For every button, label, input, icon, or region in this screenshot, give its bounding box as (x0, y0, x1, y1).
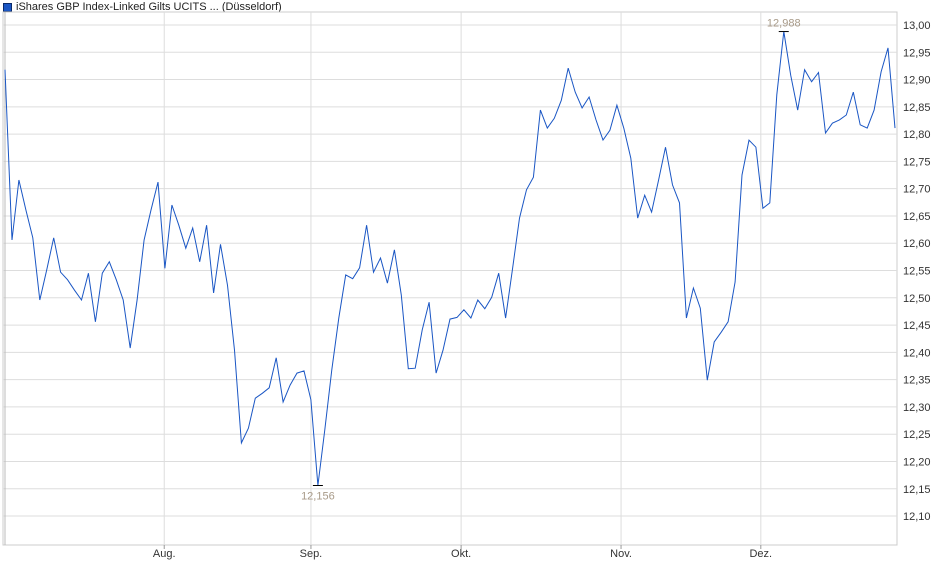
legend: iShares GBP Index-Linked Gilts UCITS ...… (3, 0, 282, 14)
y-tick-label: 12,70 (903, 184, 931, 196)
y-tick-label: 12,25 (903, 429, 931, 441)
grid (2, 11, 898, 546)
y-tick-label: 12,65 (903, 211, 931, 223)
y-tick-label: 12,40 (903, 347, 931, 359)
y-tick-label: 12,55 (903, 266, 931, 278)
legend-swatch (3, 2, 12, 12)
y-tick-label: 12,80 (903, 129, 931, 141)
y-tick-label: 12,20 (903, 456, 931, 468)
price-line (4, 31, 896, 486)
x-tick-label: Sep. (300, 548, 323, 560)
y-tick-label: 13,00 (903, 20, 931, 32)
y-tick-label: 12,45 (903, 320, 931, 332)
x-axis: Aug. Sep. Okt. Nov. Dez. (153, 545, 772, 560)
y-tick-label: 12,10 (903, 511, 931, 523)
x-tick-label: Nov. (610, 548, 632, 560)
plot-frame (2, 11, 898, 546)
y-tick-label: 12,35 (903, 375, 931, 387)
annotations: 12,988 12,156 (301, 18, 801, 503)
x-tick-label: Okt. (451, 548, 471, 560)
x-tick-label: Aug. (153, 548, 176, 560)
y-tick-label: 12,60 (903, 238, 931, 250)
legend-label: iShares GBP Index-Linked Gilts UCITS ...… (16, 1, 282, 13)
y-tick-label: 12,50 (903, 293, 931, 305)
x-tick-label: Dez. (749, 548, 772, 560)
y-tick-label: 12,90 (903, 75, 931, 87)
y-tick-label: 12,95 (903, 47, 931, 59)
plot-area (4, 31, 896, 486)
y-axis: 12,10 12,15 12,20 12,25 12,30 12,35 12,40 12,45… (903, 20, 931, 523)
y-tick-label: 12,30 (903, 402, 931, 414)
y-tick-label: 12,15 (903, 484, 931, 496)
min-label: 12,156 (301, 490, 335, 502)
y-tick-label: 12,85 (903, 102, 931, 114)
max-label: 12,988 (767, 18, 801, 30)
y-tick-label: 12,75 (903, 156, 931, 168)
